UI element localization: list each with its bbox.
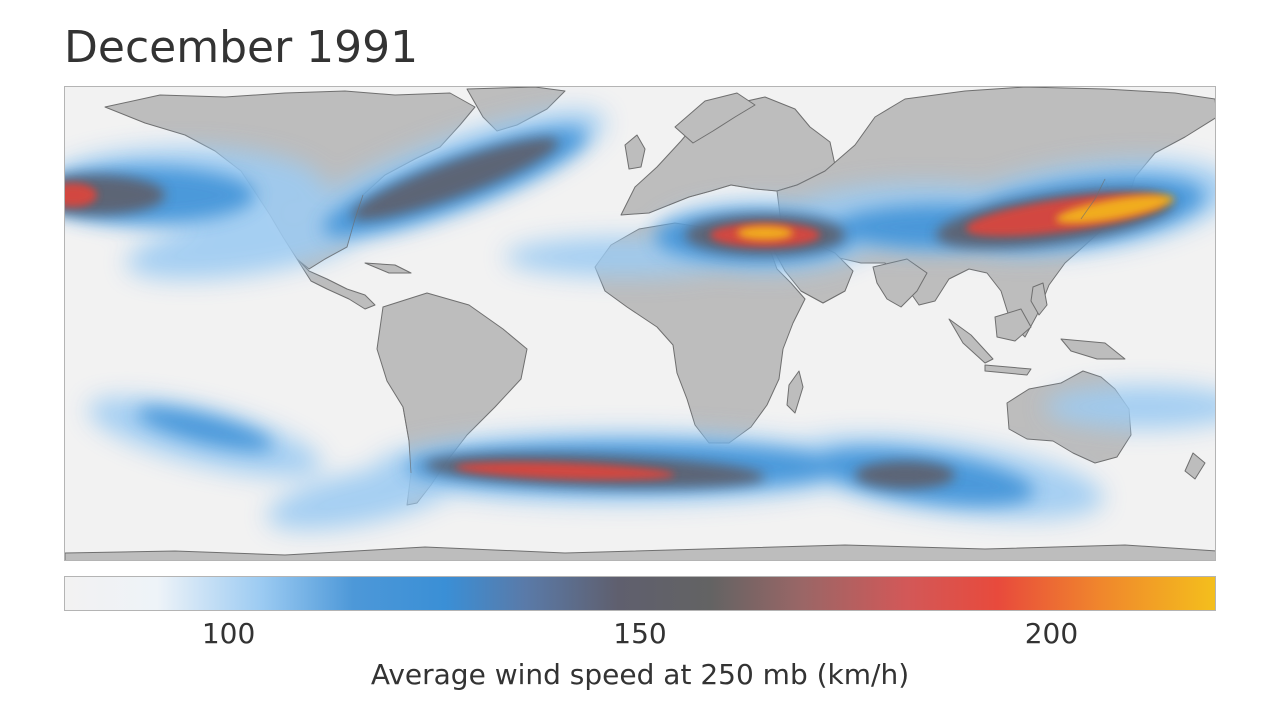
world-map-svg (65, 87, 1215, 560)
landmass-java (984, 364, 1032, 376)
world-map (64, 86, 1216, 561)
colorbar-gradient (65, 577, 1215, 610)
landmass-sumatra (948, 318, 994, 364)
landmass-scandinavia (674, 92, 756, 144)
landmass-philippines (1030, 282, 1048, 316)
colorbar-tick-label: 100 (201, 617, 256, 650)
colorbar-label: Average wind speed at 250 mb (km/h) (370, 658, 910, 691)
landmass-new-guinea (1060, 338, 1126, 360)
colorbar-tick-label: 200 (1024, 617, 1079, 650)
landmass-cuba (364, 262, 412, 274)
landmass-india (872, 258, 928, 308)
landmass-britain (624, 134, 646, 170)
landmass-new-zealand (1184, 452, 1206, 480)
landmass-borneo (994, 308, 1032, 342)
map-title: December 1991 (64, 22, 419, 73)
coastline-overlay (308, 178, 1106, 474)
landmass-antarctica (65, 544, 1215, 560)
landmass-central-america (296, 258, 376, 310)
colorbar (64, 576, 1216, 611)
landmass-madagascar (786, 370, 804, 414)
colorbar-tick-label: 150 (613, 617, 667, 650)
wind-field (65, 109, 1215, 530)
